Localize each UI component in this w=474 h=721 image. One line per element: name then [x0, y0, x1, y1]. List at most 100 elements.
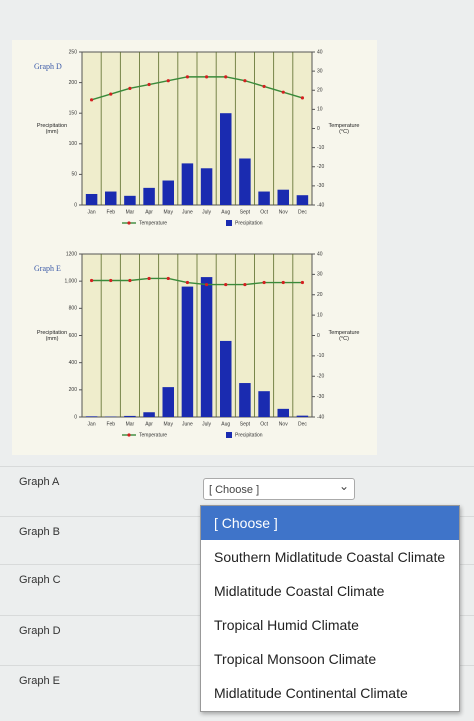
precipitation-bar	[200, 168, 213, 205]
dropdown-option[interactable]: Tropical Humid Climate	[214, 617, 359, 633]
y-axis-label: (mm)	[46, 129, 59, 135]
y2-tick-label: 20	[317, 292, 323, 298]
separator	[0, 466, 474, 467]
x-tick-label: Jan	[88, 421, 96, 427]
y-axis-label: Precipitation	[37, 123, 67, 129]
temperature-point	[262, 280, 266, 285]
precipitation-bar	[277, 189, 289, 205]
precipitation-bar	[105, 191, 117, 205]
precipitation-bar	[143, 412, 155, 417]
dropdown-list: [ Choose ] Southern Midlatitude Coastal C…	[200, 505, 460, 712]
y2-tick-label: -10	[317, 145, 324, 151]
temperature-point	[281, 90, 285, 94]
dropdown-option[interactable]: [ Choose ]	[201, 506, 459, 540]
temperature-point	[243, 79, 247, 83]
precipitation-bar	[220, 340, 232, 417]
temperature-point	[185, 280, 190, 285]
y2-tick-label: -10	[317, 353, 324, 359]
y-tick-label: 600	[69, 333, 78, 339]
x-tick-label: Nov	[279, 209, 288, 215]
y2-tick-label: 10	[317, 107, 323, 113]
y2-tick-label: -30	[317, 183, 324, 189]
precipitation-bar	[124, 415, 136, 417]
precipitation-bar	[85, 416, 98, 417]
x-tick-label: Feb	[106, 421, 115, 427]
x-tick-label: Aug	[221, 209, 230, 215]
legend-swatch	[226, 220, 232, 226]
x-tick-label: Apr	[145, 209, 153, 215]
precipitation-bar	[239, 383, 251, 417]
precipitation-bar	[200, 277, 213, 417]
x-tick-label: Mar	[126, 209, 135, 215]
y2-axis-label: (°C)	[339, 129, 349, 135]
precipitation-bar	[162, 387, 174, 417]
legend-label: Precipitation	[235, 220, 263, 226]
y2-tick-label: 30	[317, 272, 323, 278]
precipitation-bar	[85, 193, 98, 205]
temperature-point	[204, 75, 209, 79]
x-tick-label: Jan	[88, 209, 96, 215]
temperature-point	[128, 86, 132, 90]
chart-title: Graph E	[34, 264, 61, 273]
dropdown-option[interactable]: Midlatitude Continental Climate	[214, 685, 408, 701]
temperature-point	[166, 79, 170, 83]
temperature-line	[91, 277, 303, 286]
precipitation-bar	[124, 195, 136, 205]
legend-marker	[127, 221, 131, 225]
y-tick-label: 1,000	[64, 278, 77, 284]
y2-tick-label: -40	[317, 202, 324, 208]
temperature-point	[89, 278, 94, 283]
precipitation-bar	[181, 286, 194, 417]
y2-tick-label: 40	[317, 49, 323, 55]
x-tick-label: Apr	[145, 421, 153, 427]
x-tick-label: Oct	[260, 421, 268, 427]
y-tick-label: 150	[69, 111, 78, 117]
precipitation-bar	[143, 187, 155, 205]
temperature-point	[147, 82, 151, 87]
temperature-point	[281, 280, 285, 285]
question-label: Graph C	[19, 574, 61, 586]
dropdown-option[interactable]: Midlatitude Coastal Climate	[214, 583, 385, 599]
temperature-point	[89, 98, 94, 102]
temperature-point	[262, 84, 266, 89]
select[interactable]: [ Choose ]	[203, 475, 355, 500]
precipitation-bar	[258, 391, 270, 417]
y2-tick-label: 20	[317, 88, 323, 94]
x-tick-label: Dec	[298, 209, 307, 215]
y2-axis-label: (°C)	[339, 336, 349, 342]
legend-swatch	[226, 432, 232, 438]
y2-tick-label: 0	[317, 126, 320, 132]
x-tick-label: July	[202, 421, 211, 427]
precipitation-bar	[296, 415, 309, 417]
y2-tick-label: -20	[317, 374, 324, 380]
x-tick-label: Aug	[221, 421, 230, 427]
x-tick-label: Sept	[240, 209, 251, 215]
y2-axis-label: Temperature	[329, 123, 360, 129]
legend-label: Temperature	[139, 220, 167, 226]
y-tick-label: 1200	[66, 251, 77, 257]
temperature-point	[224, 75, 228, 79]
y-tick-label: 400	[69, 360, 78, 366]
y-tick-label: 200	[69, 80, 78, 86]
y-tick-label: 250	[69, 49, 78, 55]
precipitation-bar	[162, 180, 174, 205]
temperature-point	[147, 276, 151, 281]
precipitation-bar	[277, 408, 289, 417]
y2-tick-label: -30	[317, 394, 324, 400]
y-tick-label: 100	[69, 141, 78, 147]
dropdown-option[interactable]: Southern Midlatitude Coastal Climate	[214, 549, 446, 565]
x-tick-label: Mar	[126, 421, 135, 427]
question-label: Graph A	[19, 476, 60, 488]
x-tick-label: May	[164, 421, 174, 427]
temperature-point	[109, 92, 113, 96]
y2-tick-label: 0	[317, 333, 320, 339]
temperature-point	[109, 278, 113, 283]
y-axis-label: (mm)	[46, 336, 59, 342]
temperature-point	[166, 276, 170, 281]
y-tick-label: 800	[69, 306, 78, 312]
legend-label: Precipitation	[235, 432, 263, 438]
dropdown-option[interactable]: Tropical Monsoon Climate	[214, 651, 377, 667]
question-label: Graph E	[19, 675, 60, 687]
charts: Graph D050100150200250-40-30-20-10010203…	[12, 40, 377, 455]
